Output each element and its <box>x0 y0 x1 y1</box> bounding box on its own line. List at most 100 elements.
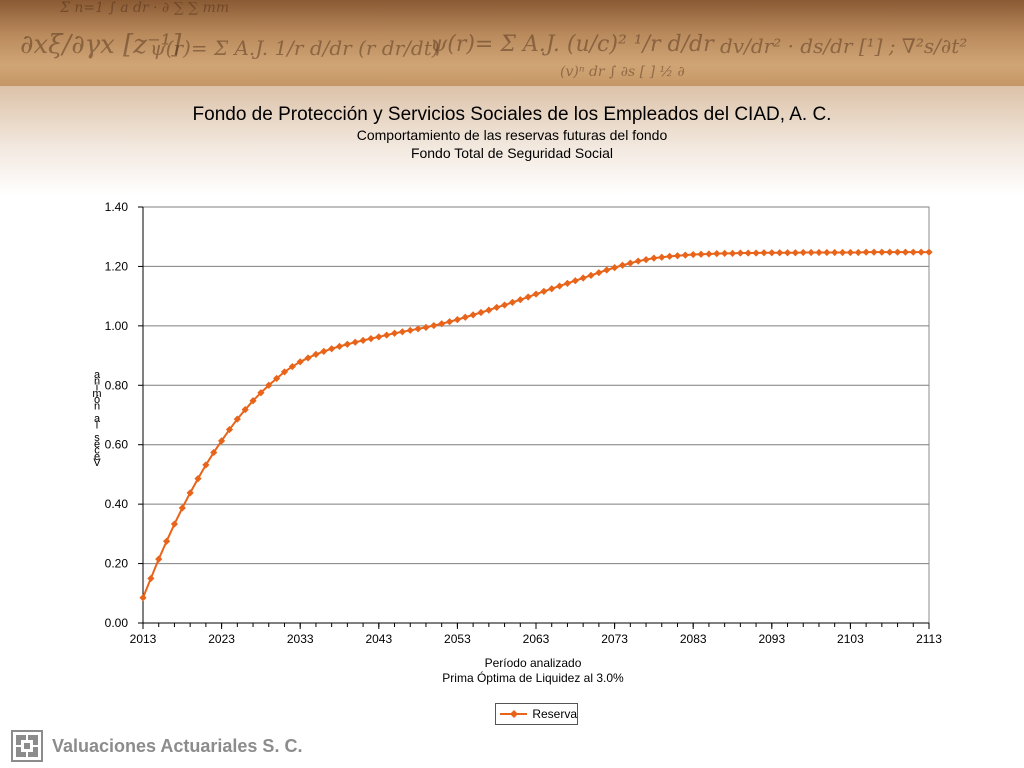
x-tick-label: 2073 <box>601 632 628 646</box>
data-point <box>909 248 917 256</box>
y-tick-label: 1.40 <box>105 200 129 214</box>
data-point <box>603 266 611 274</box>
data-point <box>752 249 760 257</box>
data-point <box>776 249 784 257</box>
data-point <box>406 326 414 334</box>
data-point <box>218 437 226 445</box>
legend-label: Reserva <box>532 707 577 721</box>
data-point <box>611 264 619 272</box>
data-point <box>383 331 391 339</box>
x-tick-label: 2023 <box>208 632 235 646</box>
data-point <box>721 249 729 257</box>
data-point <box>587 271 595 279</box>
banner-equation: ∂xξ/∂γx [z⁻¹] <box>20 30 182 60</box>
y-axis-title-char: e <box>94 451 100 463</box>
banner-equation: ψ(r)= Σ A.J. (u/c)² ¹/r d/dr <box>430 32 714 57</box>
data-point <box>838 248 847 257</box>
data-point <box>312 350 320 358</box>
data-point <box>367 335 375 343</box>
data-point <box>162 537 171 545</box>
data-point <box>304 354 312 362</box>
data-point <box>728 249 737 257</box>
x-tick-label: 2113 <box>916 632 942 646</box>
data-point <box>170 520 179 528</box>
x-tick-label: 2033 <box>287 632 314 646</box>
data-point <box>917 248 925 256</box>
data-point <box>320 347 328 356</box>
data-point <box>705 250 713 258</box>
data-point <box>390 329 399 337</box>
chart-title: Fondo de Protección y Servicios Sociales… <box>192 104 832 125</box>
y-axis-title-char: m <box>92 388 101 400</box>
y-tick-label: 1.20 <box>105 259 129 273</box>
y-axis-title-char: e <box>94 438 100 450</box>
data-point <box>359 336 367 345</box>
data-point <box>862 248 870 256</box>
data-point <box>673 252 682 260</box>
data-point <box>815 248 823 257</box>
data-point <box>618 261 627 269</box>
y-axis-title-char: n <box>94 375 100 387</box>
data-point <box>736 249 744 257</box>
data-point <box>555 282 564 290</box>
data-point <box>398 328 406 336</box>
y-tick-label: 1.00 <box>105 319 129 333</box>
data-point <box>886 248 894 256</box>
data-point <box>579 274 587 282</box>
data-point <box>469 311 477 319</box>
data-point <box>453 316 461 324</box>
data-point <box>233 415 241 423</box>
x-tick-label: 2053 <box>444 632 471 646</box>
data-point <box>414 325 422 333</box>
data-point <box>265 381 273 389</box>
y-tick-label: 0.60 <box>105 438 129 452</box>
data-point <box>202 461 210 469</box>
data-point <box>477 308 485 317</box>
data-point <box>461 313 469 321</box>
data-point <box>257 389 265 397</box>
data-point <box>280 368 289 376</box>
x-tick-label: 2103 <box>837 632 864 646</box>
data-point <box>540 287 548 295</box>
data-point <box>351 338 359 346</box>
data-point <box>642 255 650 264</box>
data-point <box>658 253 666 261</box>
data-point <box>744 249 752 257</box>
data-point <box>155 555 163 563</box>
chart-legend: Reserva <box>495 703 578 725</box>
x-tick-label: 2083 <box>680 632 707 646</box>
y-tick-label: 0.80 <box>105 378 129 392</box>
data-point <box>288 362 296 371</box>
banner-equation: Σ n=1 ∫ a dr · ∂ ∑ ∑ mm <box>60 0 230 16</box>
data-point <box>681 251 689 259</box>
data-point <box>626 259 634 267</box>
data-point <box>516 296 524 304</box>
data-point <box>571 277 579 285</box>
data-point <box>485 306 493 314</box>
y-axis-title-char: s <box>94 432 100 444</box>
data-point <box>697 250 705 258</box>
data-point <box>147 574 155 583</box>
y-tick-label: 0.00 <box>105 616 129 630</box>
y-tick-label: 0.20 <box>105 557 129 571</box>
y-axis-title-char: c <box>94 445 100 457</box>
x-axis-subtitle: Prima Óptima de Liquidez al 3.0% <box>442 670 624 685</box>
y-axis-title-char: a <box>94 413 101 425</box>
data-point <box>893 248 902 256</box>
data-point <box>870 248 878 256</box>
data-point <box>249 397 257 405</box>
chart-subtitle: Comportamiento de las reservas futuras d… <box>356 127 668 143</box>
data-point <box>925 248 933 256</box>
banner-equation: ψ(r)= Σ A.J. 1/r d/dr (r dr/dt) <box>150 36 440 60</box>
data-point <box>445 318 454 326</box>
x-axis-title: Período analizado <box>485 656 582 670</box>
data-point <box>666 252 674 260</box>
footer-company-name: Valuaciones Actuariales S. C. <box>52 736 303 756</box>
y-axis-title-char: n <box>94 401 100 413</box>
data-point <box>650 254 658 262</box>
data-point <box>901 248 910 256</box>
data-point <box>799 248 807 257</box>
x-tick-label: 2013 <box>130 632 157 646</box>
data-point <box>438 320 446 328</box>
data-point <box>854 248 862 257</box>
